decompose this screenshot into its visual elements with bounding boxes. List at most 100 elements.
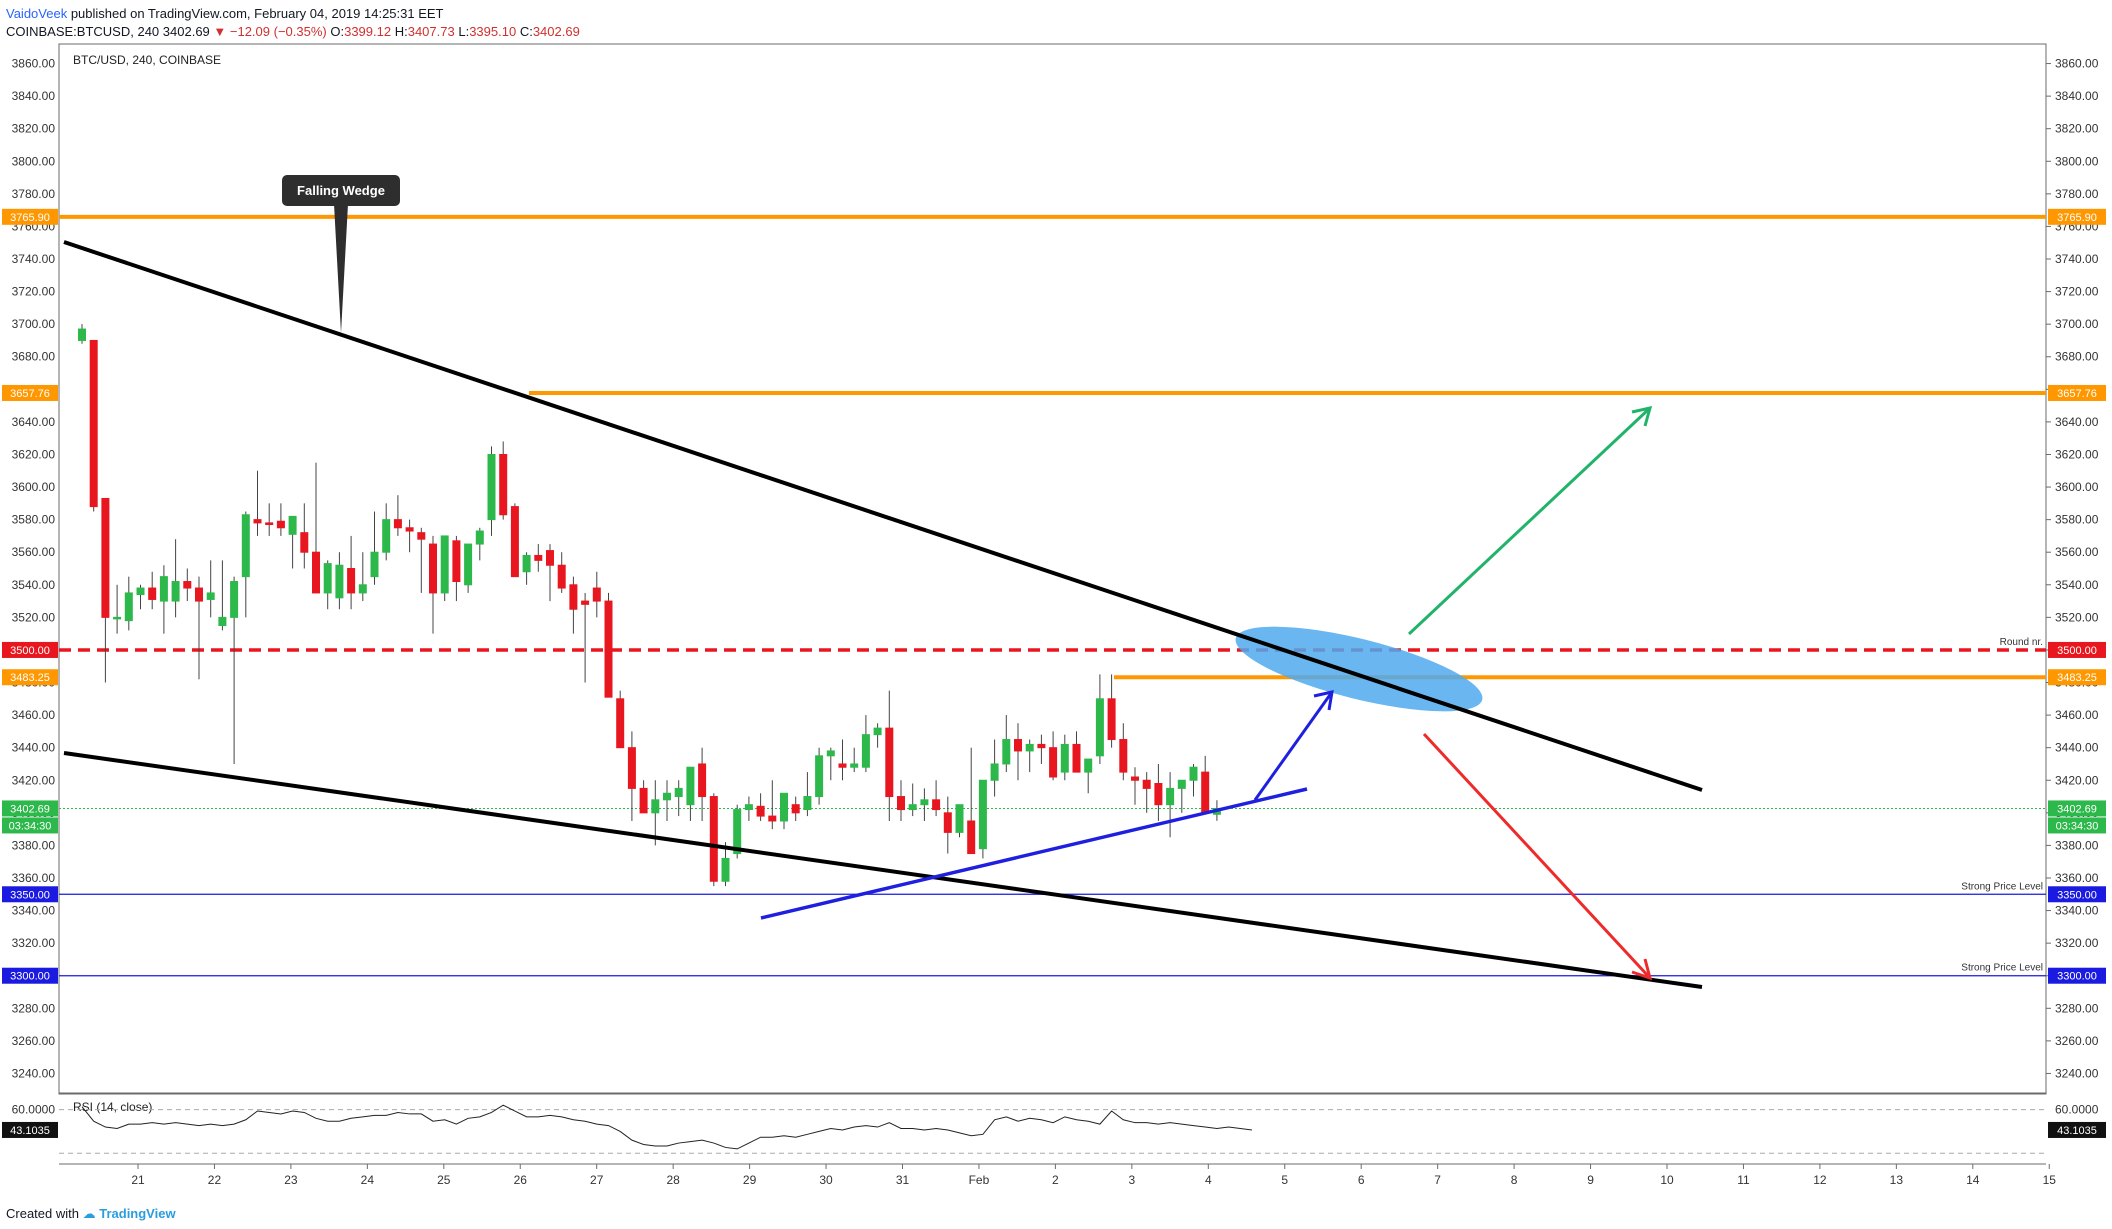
y-tick-label-right: 3360.00 <box>2055 871 2099 885</box>
candle-body <box>826 750 835 757</box>
level-3483.25-badge-left <box>2 669 58 686</box>
falling-wedge-callout[interactable] <box>282 175 400 206</box>
candle-body <box>534 554 543 561</box>
level-support-badge-right-text: 3300.00 <box>2057 971 2097 983</box>
candle-body <box>768 815 777 822</box>
candle-body <box>89 339 98 508</box>
ohlc-line: COINBASE:BTCUSD, 240 3402.69 ▼ −12.09 (−… <box>6 24 580 39</box>
candle-body <box>405 527 414 532</box>
candle-body <box>581 600 590 605</box>
blue-arrow[interactable] <box>1253 691 1334 801</box>
y-tick-label-right: 3800.00 <box>2055 154 2099 168</box>
level-support-badge-left <box>2 886 58 903</box>
x-tick-label: 23 <box>284 1173 298 1187</box>
open-value: 3399.12 <box>344 24 392 39</box>
tradingview-logo-icon: ☁ <box>82 1206 96 1221</box>
level-support-badge-left-text: 3300.00 <box>10 971 50 983</box>
candle-body <box>604 600 613 698</box>
x-tick-label: 10 <box>1660 1173 1674 1187</box>
x-tick-label: 15 <box>2043 1173 2057 1187</box>
y-tick-label-right: 3860.00 <box>2055 57 2099 71</box>
candle-body <box>78 328 86 341</box>
x-tick-label: 29 <box>743 1173 757 1187</box>
author-link[interactable]: VaidoVeek <box>6 6 68 21</box>
y-tick-label-right: 3720.00 <box>2055 285 2099 299</box>
x-tick-label: 6 <box>1358 1173 1365 1187</box>
level-3483.25-badge-right <box>2048 669 2106 686</box>
candle-body <box>897 796 905 811</box>
wedge-upper-trendline[interactable] <box>63 240 1703 792</box>
candle-body <box>920 799 929 806</box>
rsi-line <box>81 1104 1253 1150</box>
level-3765.90-badge-right <box>2048 208 2106 225</box>
tradingview-brand[interactable]: TradingView <box>99 1206 176 1221</box>
candle-body <box>709 796 718 882</box>
y-tick-label-left: 3280.00 <box>12 1001 56 1015</box>
red-arrow[interactable] <box>1422 732 1652 980</box>
y-tick-label-right: 3640.00 <box>2055 415 2099 429</box>
candle-body <box>756 805 765 817</box>
y-tick-label-left: 3540.00 <box>12 578 56 592</box>
x-tick-label: 21 <box>131 1173 145 1187</box>
x-tick-label: 5 <box>1281 1173 1288 1187</box>
x-tick-label: 24 <box>361 1173 375 1187</box>
y-tick-label-left: 3680.00 <box>12 350 56 364</box>
close-value: 3402.69 <box>532 24 580 39</box>
rising-support-trendline[interactable] <box>760 787 1308 920</box>
x-tick-label: 31 <box>896 1173 910 1187</box>
y-tick-label-left: 3820.00 <box>12 122 56 136</box>
level-last-badge-right <box>2048 800 2106 817</box>
candle-body <box>253 519 262 524</box>
x-tick-label: 7 <box>1434 1173 1441 1187</box>
x-tick-label: 30 <box>819 1173 833 1187</box>
y-tick-label-right: 3320.00 <box>2055 936 2099 950</box>
published-text: published on TradingView.com, February 0… <box>70 6 444 21</box>
wedge-lower-trendline[interactable] <box>63 751 1703 989</box>
candle-body <box>300 532 309 553</box>
y-tick-label-left: 3860.00 <box>12 57 56 71</box>
candle-body <box>510 506 519 578</box>
y-tick-label-left: 3700.00 <box>12 317 56 331</box>
y-tick-label-left: 3260.00 <box>12 1034 56 1048</box>
right-price-axis: 3240.00 3260.00 3280.00 3300.00 3320.00 3340.… <box>2046 57 2099 1080</box>
level-round-badge-right-text: 3500.00 <box>2057 645 2097 657</box>
candle-body <box>967 820 976 855</box>
y-tick-label-right: 3820.00 <box>2055 122 2099 136</box>
y-tick-label-left: 3580.00 <box>12 513 56 527</box>
created-with-text: Created with <box>6 1206 79 1221</box>
x-tick-label: 27 <box>590 1173 604 1187</box>
y-tick-label-left: 3800.00 <box>12 154 56 168</box>
y-tick-label-right: 3380.00 <box>2055 838 2099 852</box>
level-note: Round nr. <box>2000 637 2043 648</box>
level-round-badge-right <box>2048 641 2106 658</box>
x-tick-label: 28 <box>666 1173 680 1187</box>
rsi-tick-left: 60.0000 <box>12 1103 56 1117</box>
price-pane-frame <box>58 43 2047 1095</box>
last-price: 3402.69 <box>162 24 210 39</box>
rsi-label: RSI (14, close) <box>73 1100 152 1114</box>
publish-info: VaidoVeek published on TradingView.com, … <box>6 6 444 21</box>
level-note: Strong Price Level <box>1961 963 2043 974</box>
y-tick-label-left: 3460.00 <box>12 708 56 722</box>
y-tick-label-left: 3780.00 <box>12 187 56 201</box>
candle-body <box>990 763 999 781</box>
candle-body <box>124 592 133 622</box>
level-note: Strong Price Level <box>1961 881 2043 892</box>
falling-wedge-callout-pointer <box>334 204 348 333</box>
candle-body <box>230 581 239 618</box>
candle-body <box>1201 771 1210 814</box>
level-round-badge-left-text: 3500.00 <box>10 645 50 657</box>
price-badges: 3765.90 3765.90 3657.76 3657.76 3500.00 3500.… <box>2 208 2106 984</box>
green-arrow[interactable] <box>1407 406 1652 636</box>
candle-body <box>347 568 356 594</box>
candle-body <box>1131 776 1139 781</box>
candle-body <box>686 766 695 806</box>
high-value: 3407.73 <box>407 24 455 39</box>
rsi-badge-right <box>2048 1121 2106 1138</box>
candle-body <box>557 564 566 589</box>
breakout-zone-ellipse[interactable] <box>1229 609 1490 729</box>
candle-body <box>183 581 192 589</box>
y-tick-label-left: 3340.00 <box>12 904 56 918</box>
candle-body <box>1014 739 1022 752</box>
